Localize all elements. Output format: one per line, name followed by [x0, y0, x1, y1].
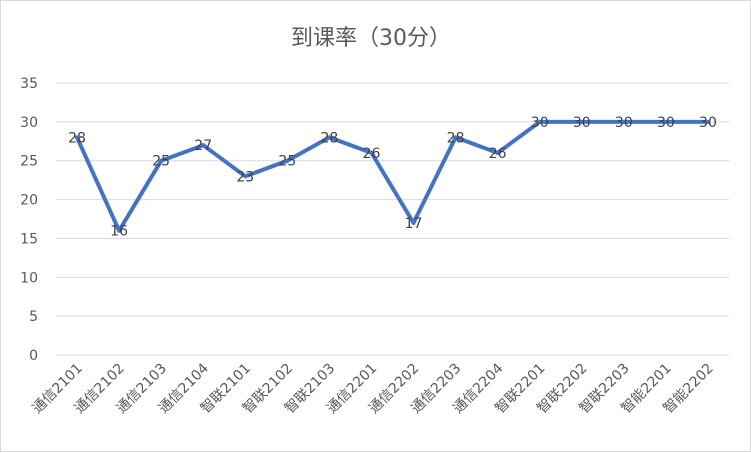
- data-point: [453, 135, 458, 140]
- series-line: [75, 119, 710, 233]
- data-point: [159, 158, 164, 163]
- data-point: [495, 150, 500, 155]
- data-point: [663, 119, 668, 124]
- data-label: 30: [615, 115, 633, 131]
- data-point: [369, 150, 374, 155]
- y-tick-label: 10: [20, 270, 38, 286]
- data-label: 25: [278, 154, 296, 170]
- data-label: 30: [699, 115, 717, 131]
- data-label: 26: [489, 146, 507, 162]
- gridlines: [56, 82, 729, 356]
- y-tick-label: 25: [20, 154, 38, 170]
- data-point: [327, 135, 332, 140]
- data-point: [621, 119, 626, 124]
- series-group: [75, 119, 710, 233]
- data-point: [537, 119, 542, 124]
- y-axis-ticks: 0 5 10 15 20 25 30 35: [20, 76, 38, 364]
- data-label: 30: [531, 115, 549, 131]
- data-label: 27: [194, 138, 212, 154]
- data-point: [243, 174, 248, 179]
- data-labels: 28 16 25 27 23 25 28 26 17 28 26 30 30 30 30 30: [68, 115, 717, 240]
- x-axis-ticks: 通信2101通信2102通信2103通信2104智联2101智联2102智联21…: [30, 360, 717, 416]
- data-point: [117, 228, 122, 233]
- data-label: 16: [110, 224, 128, 240]
- data-label: 26: [363, 146, 381, 162]
- data-label: 30: [573, 115, 591, 131]
- data-label: 17: [405, 216, 423, 232]
- chart-title: 到课率（30分）: [291, 26, 451, 51]
- y-tick-label: 35: [20, 76, 38, 92]
- data-label: 28: [68, 130, 86, 146]
- data-point: [579, 119, 584, 124]
- data-label: 28: [447, 130, 465, 146]
- y-tick-label: 30: [20, 115, 38, 131]
- data-label: 23: [236, 169, 254, 185]
- data-label: 28: [320, 130, 338, 146]
- y-tick-label: 15: [20, 231, 38, 247]
- data-label: 30: [657, 115, 675, 131]
- y-tick-label: 0: [29, 348, 38, 364]
- data-point: [201, 143, 206, 148]
- y-tick-label: 5: [29, 309, 38, 325]
- data-point: [411, 220, 416, 225]
- data-point: [285, 158, 290, 163]
- data-point: [75, 135, 80, 140]
- data-label: 25: [152, 154, 170, 170]
- data-point: [705, 119, 710, 124]
- y-tick-label: 20: [20, 193, 38, 209]
